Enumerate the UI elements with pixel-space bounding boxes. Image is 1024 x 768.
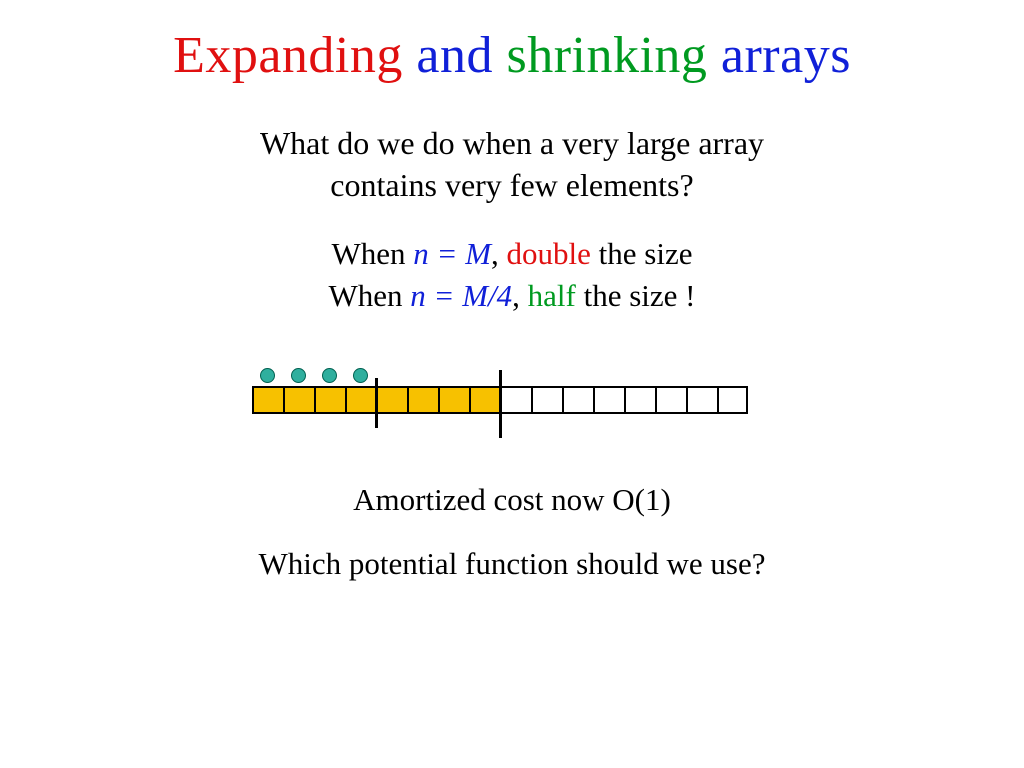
rule1-prefix: When <box>332 236 414 271</box>
array-cell <box>686 386 717 414</box>
rule1-comma: , <box>491 236 507 271</box>
array-cell <box>500 386 531 414</box>
array-cell <box>469 386 500 414</box>
slide: Expanding and shrinking arrays What do w… <box>0 0 1024 768</box>
array-diagram <box>232 348 792 448</box>
rule1-action: double <box>507 236 591 271</box>
title-word-2: and <box>416 27 493 84</box>
rule1-math: n = M <box>413 236 491 271</box>
array-cell <box>717 386 748 414</box>
array-cell <box>314 386 345 414</box>
array-cell <box>376 386 407 414</box>
element-dot <box>322 368 337 383</box>
rule1-suffix: the size <box>591 236 693 271</box>
array-cell <box>407 386 438 414</box>
array-cell <box>593 386 624 414</box>
tick-mark <box>499 370 502 438</box>
element-dot <box>353 368 368 383</box>
array-cell <box>345 386 376 414</box>
rule2-suffix: the size ! <box>576 278 696 313</box>
slide-title: Expanding and shrinking arrays <box>0 0 1024 85</box>
title-word-4: arrays <box>721 27 851 84</box>
element-dot <box>291 368 306 383</box>
rule-half: When n = M/4, half the size ! <box>0 278 1024 314</box>
rule2-action: half <box>528 278 576 313</box>
array-cell <box>438 386 469 414</box>
rule2-prefix: When <box>329 278 411 313</box>
rule2-comma: , <box>512 278 528 313</box>
array-cell <box>283 386 314 414</box>
title-word-3: shrinking <box>506 27 707 84</box>
amortized-cost: Amortized cost now O(1) <box>0 482 1024 518</box>
question-line-1: What do we do when a very large array <box>260 125 764 161</box>
rule-double: When n = M, double the size <box>0 236 1024 272</box>
intro-question: What do we do when a very large array co… <box>0 123 1024 206</box>
title-word-1: Expanding <box>173 27 403 84</box>
array-cell <box>562 386 593 414</box>
potential-question: Which potential function should we use? <box>0 546 1024 582</box>
rule2-math: n = M/4 <box>410 278 512 313</box>
element-dot <box>260 368 275 383</box>
array-cell <box>655 386 686 414</box>
tick-mark <box>375 378 378 428</box>
array-cell <box>624 386 655 414</box>
array-cell <box>531 386 562 414</box>
question-line-2: contains very few elements? <box>330 167 693 203</box>
array-cell <box>252 386 283 414</box>
